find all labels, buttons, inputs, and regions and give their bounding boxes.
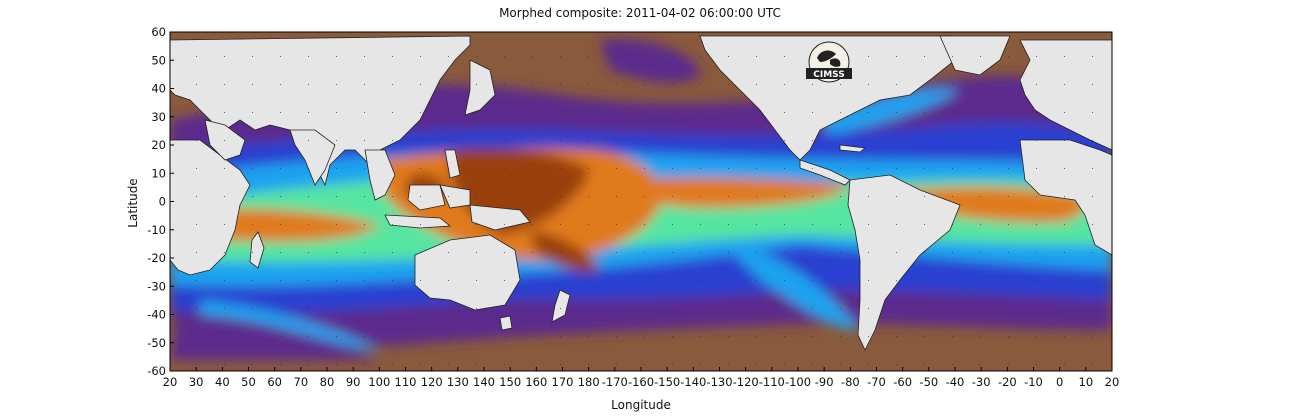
y-tick-label: 0 [159, 195, 166, 209]
x-tick-label: 30 [189, 375, 204, 389]
x-tick-label: 20 [163, 375, 178, 389]
x-tick-label: 150 [499, 375, 521, 389]
x-tick-label: 130 [447, 375, 469, 389]
y-tick-label: 10 [151, 166, 166, 180]
x-tick-label: -160 [628, 375, 654, 389]
x-tick-label: -120 [733, 375, 759, 389]
x-tick-label: -170 [602, 375, 628, 389]
y-tick-label: -10 [147, 223, 166, 237]
x-tick-label: 40 [215, 375, 230, 389]
x-tick-label: -50 [919, 375, 938, 389]
x-tick-label: 80 [320, 375, 335, 389]
y-tick-label: -40 [147, 308, 166, 322]
x-tick-label: -60 [893, 375, 912, 389]
x-tick-label: -40 [946, 375, 965, 389]
x-tick-label: -110 [759, 375, 785, 389]
y-tick-label: -30 [147, 279, 166, 293]
lat-lon-grid [170, 32, 1112, 371]
x-tick-label: 120 [421, 375, 443, 389]
x-axis-label: Longitude [611, 398, 671, 412]
x-tick-label: -10 [1024, 375, 1043, 389]
x-tick-label: 60 [267, 375, 282, 389]
cimss-logo: CIMSS [806, 41, 852, 83]
y-tick-label: 50 [151, 53, 166, 67]
x-tick-label: 70 [294, 375, 309, 389]
x-tick-label: 140 [473, 375, 495, 389]
x-tick-label: 10 [1079, 375, 1094, 389]
x-tick-label: 0 [1056, 375, 1063, 389]
logo-text: CIMSS [813, 70, 844, 80]
y-tick-label: 40 [151, 82, 166, 96]
y-tick-label: 30 [151, 110, 166, 124]
x-tick-label: -100 [785, 375, 811, 389]
x-tick-label: 50 [241, 375, 256, 389]
y-tick-label: 20 [151, 138, 166, 152]
x-tick-label: -20 [998, 375, 1017, 389]
x-tick-label: -70 [867, 375, 886, 389]
x-axis: 20 30 40 50 60 70 80 90 100 110 120 130 140 150 160 170… [163, 367, 1120, 389]
x-tick-label: -130 [706, 375, 732, 389]
x-tick-label: 160 [525, 375, 547, 389]
x-tick-label: 170 [552, 375, 574, 389]
y-tick-label: 60 [151, 25, 166, 39]
chart-title: Morphed composite: 2011-04-02 06:00:00 U… [499, 6, 781, 20]
y-tick-label: -50 [147, 336, 166, 350]
x-tick-label: 180 [578, 375, 600, 389]
x-tick-label: 90 [346, 375, 361, 389]
x-tick-label: -80 [841, 375, 860, 389]
x-tick-label: -150 [654, 375, 680, 389]
y-tick-label: -20 [147, 251, 166, 265]
x-tick-label: 100 [368, 375, 390, 389]
x-tick-label: -140 [680, 375, 706, 389]
x-tick-label: -90 [815, 375, 834, 389]
y-tick-label: -60 [147, 364, 166, 378]
x-tick-label: 20 [1105, 375, 1120, 389]
x-tick-label: 110 [395, 375, 417, 389]
x-tick-label: -30 [972, 375, 991, 389]
y-axis: 60 50 40 30 20 10 0 -10 -20 -30 -40 -50 -60 [147, 25, 174, 378]
